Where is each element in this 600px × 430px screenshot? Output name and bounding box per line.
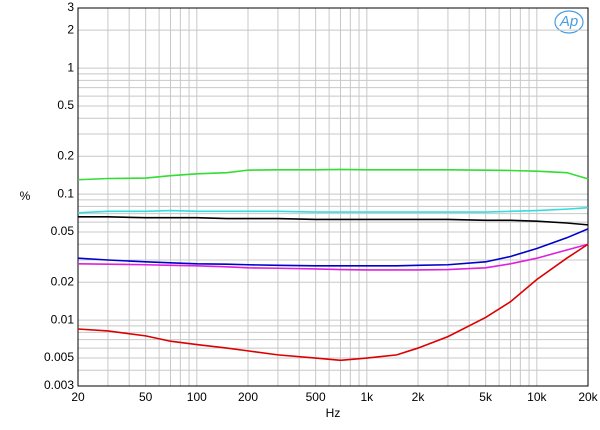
y-tick-label: 0.005 [44, 350, 74, 364]
y-tick-label: 0.2 [57, 148, 74, 162]
y-tick-label: 0.1 [57, 186, 74, 200]
x-tick-label: 50 [139, 390, 153, 404]
x-tick-label: 100 [187, 390, 207, 404]
y-tick-label: 0.003 [44, 378, 74, 392]
y-tick-label: 0.01 [51, 312, 75, 326]
series-line [77, 243, 589, 362]
x-tick-label: 20k [578, 390, 598, 404]
series-line [77, 243, 589, 271]
x-tick-label: 1k [360, 390, 374, 404]
y-tick-label: 3 [67, 0, 74, 14]
x-tick-label: 5k [479, 390, 493, 404]
logo-ring [554, 10, 584, 34]
y-axis-label: % [20, 189, 31, 203]
plot-frame [77, 7, 589, 387]
series-line [77, 206, 589, 214]
series-line [77, 168, 589, 181]
x-tick-label: 10k [527, 390, 547, 404]
x-tick-label: 500 [306, 390, 326, 404]
y-tick-label: 0.5 [57, 98, 74, 112]
y-tick-label: 1 [67, 60, 74, 74]
x-tick-label: 2k [412, 390, 426, 404]
x-tick-label: 20 [71, 390, 85, 404]
y-tick-label: 0.05 [51, 224, 75, 238]
series-line [78, 216, 589, 226]
series-line [77, 228, 589, 267]
y-tick-label: 2 [67, 22, 74, 36]
y-tick-label: 0.02 [51, 274, 75, 288]
x-tick-label: 200 [238, 390, 258, 404]
logo: Ap [559, 13, 578, 30]
x-axis-label: Hz [326, 406, 341, 420]
